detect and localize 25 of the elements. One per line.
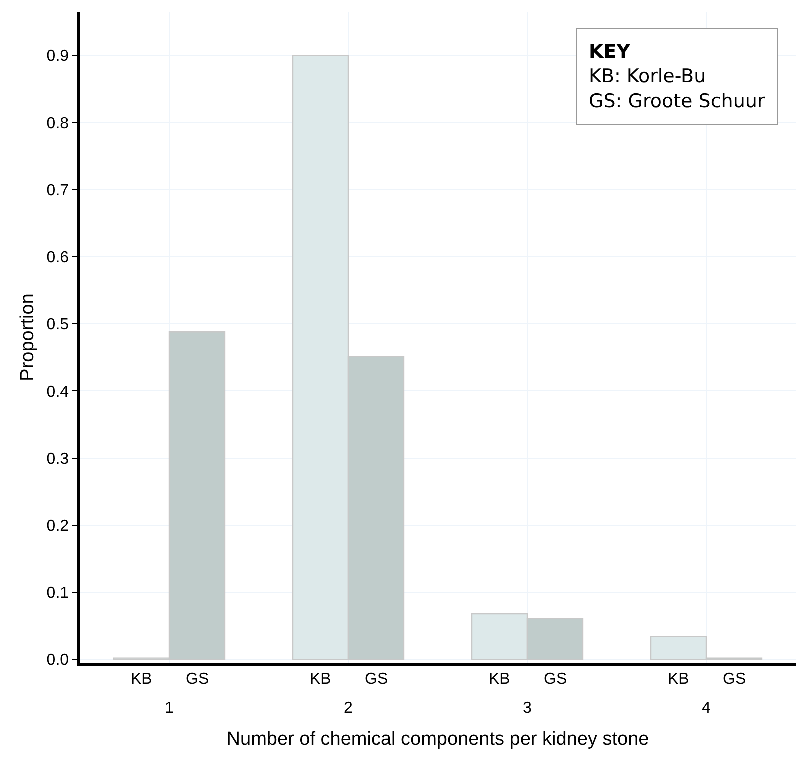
x-tick-label: 3 (523, 700, 532, 717)
text: KB (310, 671, 332, 688)
y-tick-label: 0.1 (46, 585, 70, 602)
y-tick-label: 0.9 (46, 48, 70, 66)
y-tick-label: 0.3 (46, 450, 70, 468)
text: KB (489, 671, 510, 688)
y-tick-label: 0.6 (46, 250, 70, 267)
text: GS (365, 671, 388, 688)
series-label: GS (186, 671, 210, 688)
y-tick-label: 0.0 (46, 652, 70, 670)
x-tick-label: 2 (344, 700, 354, 717)
series-label: KB (131, 671, 152, 688)
x-tick-label: 1 (165, 700, 174, 717)
x-axis-title: Number of chemical components per kidney stone (226, 728, 650, 750)
text: GS (544, 671, 568, 688)
y-tick-label: 0.4 (46, 384, 70, 401)
text: KB (668, 671, 690, 688)
y-tick-label: 0.8 (46, 115, 70, 132)
y-tick-label: 0.5 (46, 316, 70, 334)
text: GS (723, 671, 746, 688)
y-axis-title: Proportion (18, 294, 39, 382)
y-tick-label: 0.7 (46, 182, 70, 200)
x-tick-label: 4 (702, 700, 712, 717)
annotation: KEY KB: Korle-Bu GS: Groote Schuur (589, 41, 766, 112)
y-tick-label: 0.2 (46, 518, 70, 536)
